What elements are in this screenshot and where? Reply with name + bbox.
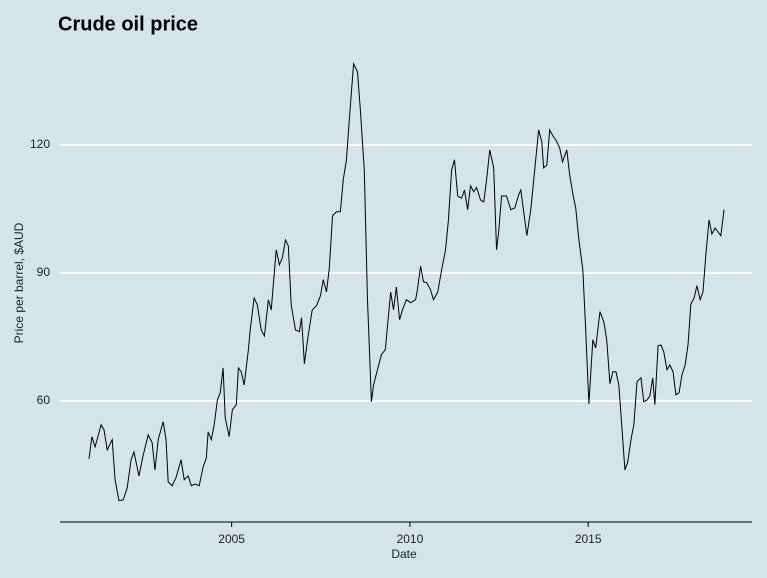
y-tick-label: 90 xyxy=(37,265,51,279)
x-tick-label: 2010 xyxy=(397,532,424,546)
data-line xyxy=(88,61,725,502)
x-axis-label: Date xyxy=(391,547,417,561)
x-tick-label: 2015 xyxy=(575,532,602,546)
chart-title: Crude oil price xyxy=(58,13,198,35)
y-tick-label: 60 xyxy=(37,393,51,407)
y-axis-label: Price per barrel, $AUD xyxy=(12,222,26,343)
x-tick-label: 2005 xyxy=(218,532,245,546)
y-tick-label: 120 xyxy=(30,137,50,151)
